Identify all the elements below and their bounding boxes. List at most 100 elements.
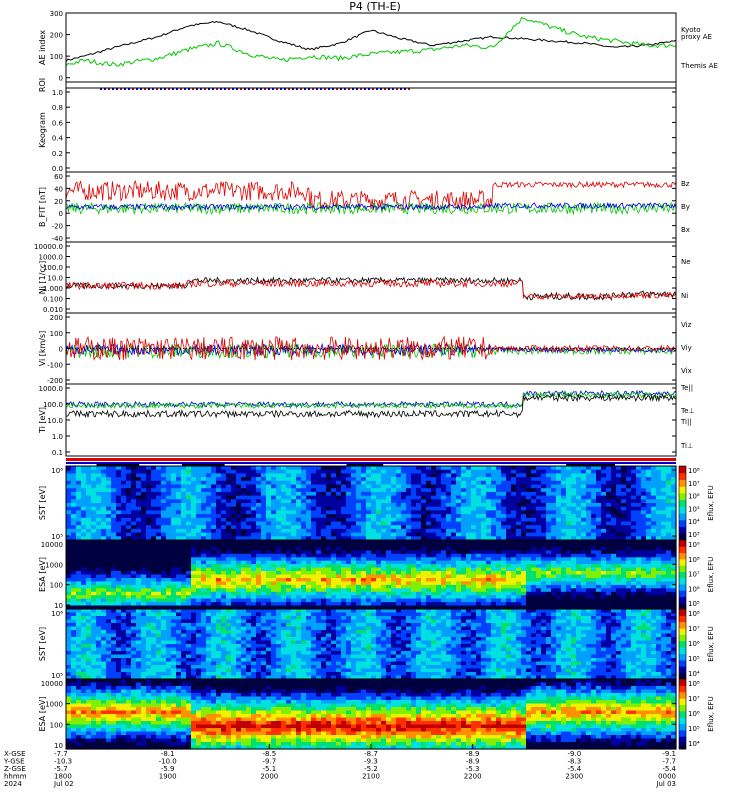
sst-e-cell [401,503,407,508]
esa-e-cell [91,543,97,548]
sst-e-cell [656,495,662,500]
sst-e-cell [581,477,587,482]
sst-e-cell [236,506,242,511]
esa-e-cell [81,550,87,555]
esa-e-cell [521,605,527,610]
esa-e-cell [301,564,307,569]
sst-e-cell [326,521,332,526]
sst-e-cell [396,510,402,515]
esa-e-cell [91,605,97,610]
sst-e-cell [361,477,367,482]
sst-e-cell [436,528,442,534]
sst-e-cell [551,536,557,541]
sst-e-cell [306,466,312,471]
esa-e-cell [536,595,542,600]
esa-e-cell [226,591,232,596]
sst-e-cell [226,495,232,500]
sst-e-cell [216,521,222,526]
sst-e-cell [341,473,347,478]
esa-e-cell [601,602,607,607]
esa-e-cell [336,574,342,579]
sst-e-cell [516,525,522,530]
esa-e-cell [116,540,122,544]
sst-e-cell [251,473,257,478]
sst-e-cell [276,495,282,500]
esa-e-cell [586,553,592,558]
sst-e-cell [586,495,592,500]
esa-e-cell [296,567,302,572]
sst-e-cell [106,514,112,519]
sst-e-cell [276,466,282,471]
esa-e-cell [411,595,417,600]
sst-e-cell [576,488,582,493]
sst-e-cell [246,466,252,471]
esa-e-cell [591,605,597,610]
sst-e-cell [71,528,77,534]
esa-e-cell [341,560,347,565]
esa-e-cell [311,543,317,548]
sst-e-cell [386,480,392,486]
sst-e-cell [591,499,597,504]
sst-e-cell [226,488,232,493]
roi-dot [296,88,298,90]
sst-e-cell [646,469,652,474]
esa-e-cell [236,605,242,610]
sst-e-cell [276,532,282,537]
density-tick-label: 100.0 [43,264,63,272]
esa-e-cell [496,546,502,551]
esa-e-cell [381,588,387,593]
sst-e-cell [336,536,342,541]
esa-e-cell [201,564,207,569]
density-tick-label: 10.0 [47,275,63,283]
sst-e-cell [211,469,217,474]
esa-e-cell [551,546,557,551]
esa-e-cell [221,550,227,555]
esa-e-cell [536,567,542,572]
sst-e-cell [176,510,182,515]
sst-e-cell [461,528,467,534]
esa-e-cell [601,588,607,593]
esa-e-cell [396,557,402,562]
esa-e-cell [296,581,302,586]
sst-e-cell [631,466,637,471]
esa-e-cell [436,564,442,569]
esa-e-cell [276,567,282,572]
esa-e-cell [341,598,347,603]
sst-e-cell [141,503,147,508]
sst-e-cell [81,495,87,500]
sst-e-cell [306,469,312,474]
sst-e-cell [586,477,592,482]
sst-e-cell [496,514,502,519]
esa-e-cell [156,595,162,600]
esa-e-cell [496,578,502,582]
sst-e-cell [541,514,547,519]
sst-e-cell [521,466,527,471]
esa-e-cell [501,595,507,600]
esa-e-cell [91,584,97,589]
sst-e-cell [266,495,272,500]
esa-e-cell [476,543,482,548]
sst-e-cell [146,466,152,471]
esa-e-cell [156,546,162,551]
sst-e-cell [476,469,482,474]
sst-e-cell [611,473,617,478]
sst-e-cell [611,536,617,541]
sst-e-cell [471,525,477,530]
sst-e-cell [596,469,602,474]
sst-e-cell [176,506,182,511]
bfield-tick-label: -40 [52,235,63,243]
sst-e-cell [576,517,582,523]
sst-e-cell [351,528,357,534]
esa-e-cell [146,550,152,555]
esa-e-cell [236,578,242,582]
esa-e-cell [626,598,632,603]
sst-e-cell [221,525,227,530]
sst-e-cell [526,517,532,523]
sst-e-cell [101,477,107,482]
sst-e-cell [401,466,407,471]
esa-e-cell [146,553,152,558]
sst-e-cell [266,477,272,482]
sst-e-cell [666,488,672,493]
sst-e-cell [151,484,157,489]
esa-e-cell [441,574,447,579]
